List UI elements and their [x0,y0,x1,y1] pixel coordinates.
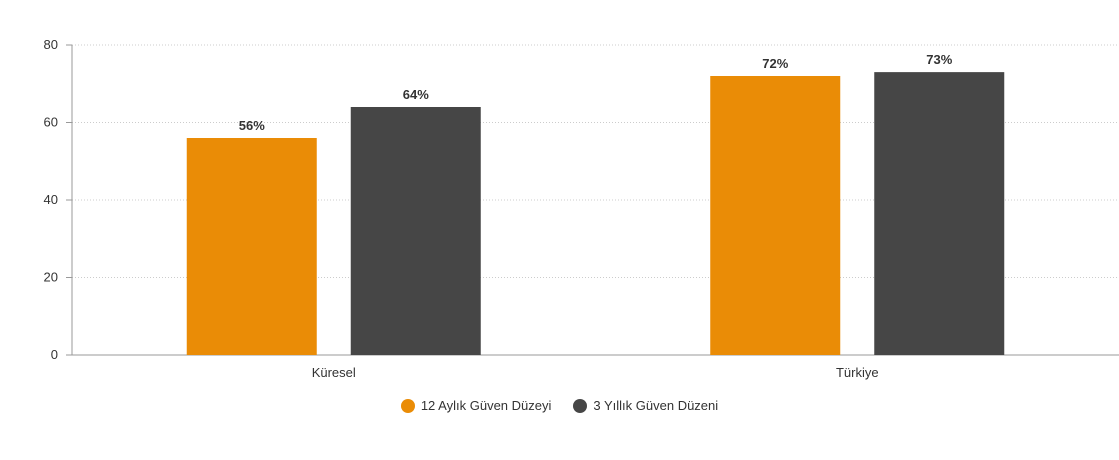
data-label: 73% [926,52,952,67]
y-tick-label: 40 [44,192,58,207]
data-label: 56% [239,118,265,133]
y-tick-label: 0 [51,347,58,362]
legend-swatch-dark [573,398,588,413]
legend: 12 Aylık Güven Düzeyi 3 Yıllık Güven Düz… [0,398,1119,413]
bar[interactable] [710,76,841,355]
bar[interactable] [186,138,317,355]
bar[interactable] [350,107,481,355]
legend-label: 3 Yıllık Güven Düzeni [593,398,719,413]
x-category-label: Türkiye [836,365,879,380]
y-tick-label: 20 [44,270,58,285]
x-category-label: Küresel [312,365,356,380]
bar[interactable] [874,72,1005,355]
y-tick-label: 60 [44,115,58,130]
legend-item-3-year[interactable]: 3 Yıllık Güven Düzeni [573,398,718,413]
legend-swatch-orange [400,398,415,413]
data-label: 64% [403,87,429,102]
legend-item-12-month[interactable]: 12 Aylık Güven Düzeyi [400,398,552,413]
bar-chart: 0 20 40 60 80 56% 64% Küresel 72% 73% Türkiye [44,37,1119,380]
legend-label: 12 Aylık Güven Düzeyi [420,398,552,413]
y-tick-label: 80 [44,37,58,52]
data-label: 72% [762,56,788,71]
